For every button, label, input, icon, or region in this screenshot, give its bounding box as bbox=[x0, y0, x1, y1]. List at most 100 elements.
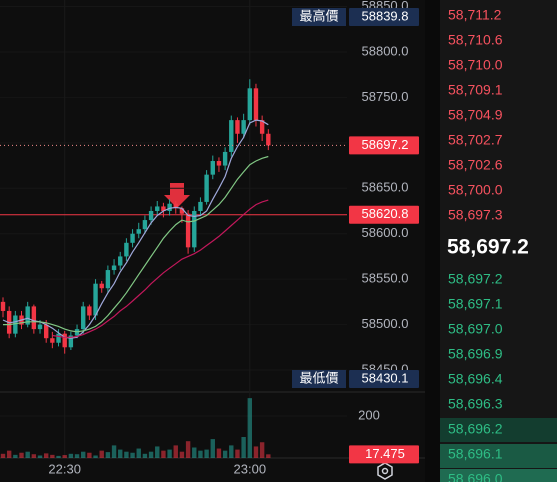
volume-bar bbox=[179, 451, 185, 458]
candle-body bbox=[118, 256, 123, 266]
bid-price: 58,697.2 bbox=[448, 271, 503, 287]
volume-bar bbox=[124, 451, 129, 458]
candle-body bbox=[31, 306, 37, 330]
volume-bar bbox=[216, 448, 222, 458]
y-tick-label: 58750.0 bbox=[362, 89, 409, 104]
divider bbox=[425, 0, 440, 482]
volume-bar bbox=[142, 453, 148, 458]
volume-bar bbox=[167, 449, 172, 458]
volume-bar bbox=[192, 447, 197, 458]
volume-bar bbox=[25, 451, 30, 458]
volume-bar bbox=[235, 449, 240, 458]
bid-price: 58,696.2 bbox=[448, 421, 503, 437]
depth-bar bbox=[440, 418, 557, 442]
volume-tick-label: 200 bbox=[358, 407, 380, 422]
volume-bar bbox=[43, 453, 49, 458]
candle-body bbox=[124, 242, 129, 257]
candle-body bbox=[68, 335, 74, 348]
candle-body bbox=[222, 151, 228, 166]
candle-body bbox=[99, 283, 104, 289]
volume-bar bbox=[81, 451, 86, 458]
bid-price: 58,696.1 bbox=[448, 446, 503, 462]
volume-bar bbox=[19, 452, 24, 458]
ask-price: 58,709.1 bbox=[448, 82, 503, 98]
candle-body bbox=[93, 283, 98, 316]
candle-body bbox=[148, 210, 154, 221]
high-value: 58839.8 bbox=[362, 8, 409, 23]
settings-hexagon[interactable] bbox=[377, 462, 393, 480]
y-tick-label: 58500.0 bbox=[362, 316, 409, 331]
candle-body bbox=[229, 120, 234, 152]
candle-body bbox=[25, 306, 30, 325]
candle-body bbox=[161, 206, 166, 211]
volume-bar bbox=[93, 455, 98, 458]
volume-bar bbox=[74, 454, 80, 458]
candle-body bbox=[253, 88, 259, 121]
current-volume-box bbox=[349, 445, 419, 464]
volume-bar bbox=[37, 455, 43, 458]
candle-body bbox=[0, 301, 6, 311]
low-tag-box bbox=[292, 370, 346, 388]
candle-body bbox=[241, 120, 246, 134]
candle-body bbox=[105, 270, 111, 289]
volume-bar bbox=[130, 452, 135, 458]
volume-bar bbox=[136, 448, 141, 458]
ask-price: 58,704.9 bbox=[448, 107, 503, 123]
candle-body bbox=[167, 203, 172, 211]
candle-body bbox=[185, 213, 191, 248]
volume-bar bbox=[111, 445, 117, 458]
bid-price: 58,696.9 bbox=[448, 346, 503, 362]
volume-bar bbox=[148, 451, 154, 458]
volume-bar bbox=[56, 455, 61, 458]
candle-body bbox=[87, 306, 92, 316]
ask-price: 58,710.6 bbox=[448, 32, 503, 48]
volume-bar bbox=[31, 454, 37, 458]
x-tick-label: 23:00 bbox=[234, 461, 267, 476]
volume-bar bbox=[155, 446, 160, 458]
candle-body bbox=[216, 161, 222, 166]
settings-icon[interactable] bbox=[377, 462, 393, 480]
order-book-bg bbox=[440, 0, 557, 482]
ask-price: 58,702.7 bbox=[448, 132, 503, 148]
candle-body bbox=[13, 315, 18, 334]
low-tag: 最低價 bbox=[299, 370, 338, 385]
volume-bar bbox=[50, 454, 55, 458]
candle-body bbox=[204, 174, 209, 202]
candle-body bbox=[192, 210, 197, 248]
candle-body bbox=[56, 333, 61, 343]
volume-bar bbox=[259, 442, 265, 458]
candle-body bbox=[173, 203, 178, 209]
ask-price: 58,697.3 bbox=[448, 207, 503, 223]
volume-bar bbox=[222, 450, 228, 458]
volume-bar bbox=[204, 449, 209, 458]
depth-bar bbox=[440, 469, 557, 482]
candle-body bbox=[155, 206, 160, 211]
settings-dot[interactable] bbox=[381, 467, 389, 475]
volume-bar bbox=[68, 453, 74, 458]
price-line-value: 58620.8 bbox=[362, 206, 409, 221]
volume-bar bbox=[198, 450, 203, 458]
volume-bar bbox=[247, 398, 252, 458]
moving-average bbox=[2, 119, 269, 339]
candle-body bbox=[62, 333, 67, 348]
ask-price: 58,702.6 bbox=[448, 157, 503, 173]
bid-price: 58,696.3 bbox=[448, 396, 503, 412]
candle-body bbox=[210, 161, 215, 175]
volume-bar bbox=[253, 446, 259, 458]
volume-bar bbox=[99, 450, 104, 458]
volume-bar bbox=[241, 437, 246, 458]
ask-price: 58,711.2 bbox=[448, 7, 502, 23]
mid-price: 58,697.2 bbox=[447, 236, 529, 259]
volume-bar bbox=[0, 453, 6, 458]
candle-body bbox=[235, 120, 240, 134]
candle-body bbox=[81, 306, 86, 330]
volume-bar bbox=[105, 452, 111, 458]
moving-average bbox=[52, 199, 269, 338]
volume-bar bbox=[210, 439, 215, 458]
bid-price: 58,697.1 bbox=[448, 296, 503, 312]
candle-body bbox=[259, 120, 265, 134]
volume-bar bbox=[62, 455, 67, 458]
candle-body bbox=[130, 233, 135, 243]
candle-body bbox=[37, 324, 43, 330]
